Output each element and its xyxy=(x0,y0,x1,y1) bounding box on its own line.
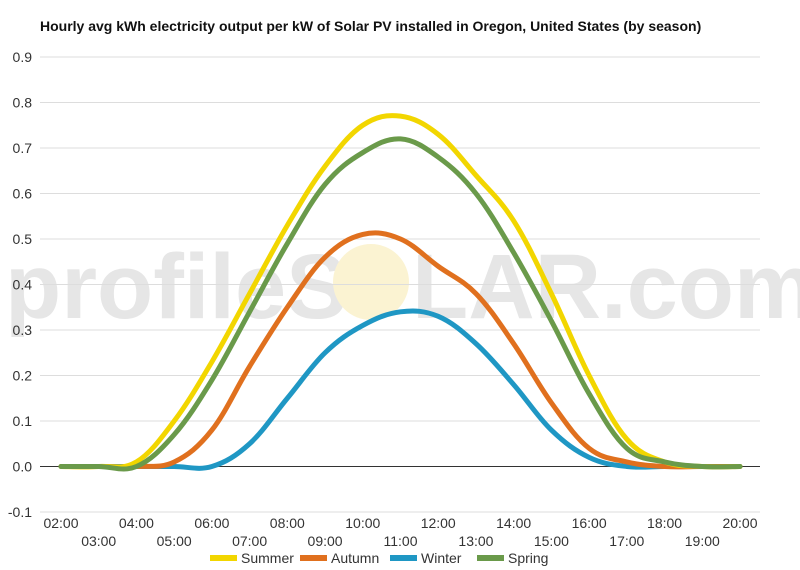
y-tick-label: 0.7 xyxy=(13,140,33,156)
y-tick-label: 0.1 xyxy=(13,413,33,429)
x-tick-label: 11:00 xyxy=(384,533,418,549)
watermark-text-right: LAR.com xyxy=(412,236,800,338)
x-tick-label: 20:00 xyxy=(722,515,757,531)
x-tick-label: 03:00 xyxy=(81,533,116,549)
x-tick-label: 12:00 xyxy=(421,515,456,531)
x-tick-label: 13:00 xyxy=(458,533,493,549)
y-tick-label: 0.0 xyxy=(13,459,33,475)
y-tick-label: -0.1 xyxy=(8,504,32,520)
x-tick-label: 05:00 xyxy=(157,533,192,549)
legend-label-spring: Spring xyxy=(508,550,548,566)
y-tick-label: 0.4 xyxy=(13,277,33,293)
legend-label-summer: Summer xyxy=(241,550,294,566)
chart-title: Hourly avg kWh electricity output per kW… xyxy=(40,18,702,34)
legend-label-winter: Winter xyxy=(421,550,462,566)
series-line-winter xyxy=(58,308,743,471)
y-tick-label: 0.3 xyxy=(13,322,33,338)
x-tick-label: 10:00 xyxy=(345,515,380,531)
legend-swatch-autumn xyxy=(300,555,327,561)
legend-label-autumn: Autumn xyxy=(331,550,379,566)
watermark-sun xyxy=(333,244,409,320)
y-tick-label: 0.5 xyxy=(13,231,33,247)
x-tick-label: 08:00 xyxy=(270,515,305,531)
y-tick-label: 0.2 xyxy=(13,368,33,384)
x-tick-label: 17:00 xyxy=(609,533,644,549)
x-tick-label: 19:00 xyxy=(685,533,720,549)
y-tick-label: 0.9 xyxy=(13,49,33,65)
series-line-autumn xyxy=(58,230,743,470)
x-tick-label: 06:00 xyxy=(194,515,229,531)
x-tick-label: 04:00 xyxy=(119,515,154,531)
x-tick-label: 09:00 xyxy=(308,533,343,549)
legend-swatch-winter xyxy=(390,555,417,561)
series-line-summer xyxy=(58,113,743,470)
series-line-spring xyxy=(58,136,743,472)
x-tick-label: 02:00 xyxy=(43,515,78,531)
y-tick-label: 0.6 xyxy=(13,186,33,202)
x-tick-label: 07:00 xyxy=(232,533,267,549)
x-tick-label: 15:00 xyxy=(534,533,569,549)
legend-swatch-spring xyxy=(477,555,504,561)
x-tick-label: 16:00 xyxy=(572,515,607,531)
y-tick-label: 0.8 xyxy=(13,95,33,111)
x-tick-label: 14:00 xyxy=(496,515,531,531)
x-tick-label: 18:00 xyxy=(647,515,682,531)
legend-swatch-summer xyxy=(210,555,237,561)
watermark-text-left: profileS xyxy=(5,236,347,338)
